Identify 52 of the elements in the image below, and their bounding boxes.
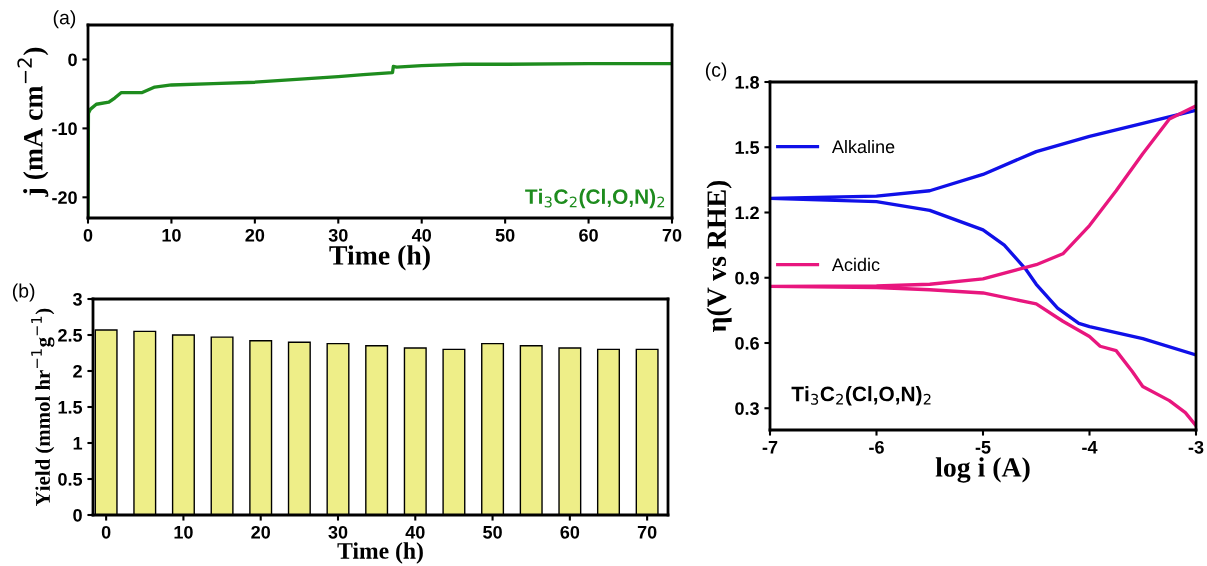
x-tick-label: 70 — [662, 228, 682, 242]
line-series — [770, 108, 1196, 357]
text: (c) — [705, 62, 727, 81]
line-series — [770, 104, 1196, 428]
x-tick-label: -6 — [869, 440, 884, 454]
y-tick-label: 1.5 — [735, 141, 760, 154]
annotation: Ti$_{3}$C$_{2}$(Cl,O,N)$_{2}$ — [791, 386, 931, 406]
y-axis-title: j (mA cm$^{−2}$) — [17, 47, 49, 197]
x-tick-label: 10 — [162, 228, 181, 242]
x-tick-label: 60 — [560, 525, 580, 539]
y-tick-label: 2 — [73, 364, 82, 378]
y-tick-label: 1.5 — [58, 401, 83, 414]
y-tick-label: -20 — [52, 191, 77, 205]
x-tick-label: -3 — [1188, 440, 1204, 454]
text: (b) — [12, 283, 35, 302]
y-axis-title: η(V vs RHE) — [706, 180, 732, 332]
y-tick-label: 0 — [73, 508, 82, 522]
text: Ti$_{3}$C$_{2}$(Cl,O,N)$_{2}$ — [525, 188, 665, 209]
x-tick-label: 50 — [495, 228, 515, 242]
x-tick-label: 20 — [251, 525, 271, 539]
y-tick-label: 0.9 — [735, 271, 759, 285]
y-axis-title: Yield (mmol hr$^{−1}$g$^{−1}$) — [31, 308, 55, 506]
x-tick-label: 0 — [101, 525, 111, 539]
y-tick-label: 0.6 — [735, 336, 759, 350]
x-tick-label: -4 — [1082, 441, 1098, 454]
x-tick-label: 70 — [637, 525, 657, 539]
x-tick-label: -5 — [975, 441, 991, 454]
y-tick-label: 1 — [73, 437, 83, 450]
x-tick-label: 30 — [328, 228, 348, 242]
y-tick-label: 0.5 — [58, 472, 83, 486]
text: (a) — [53, 10, 76, 29]
x-axis-title: Time (h) — [337, 542, 423, 564]
x-tick-label: 60 — [579, 228, 598, 242]
legend-label: Acidic — [831, 257, 880, 272]
x-tick-label: 10 — [174, 525, 193, 539]
x-tick-label: -7 — [762, 441, 778, 454]
x-tick-label: 0 — [83, 228, 93, 242]
y-tick-label: -10 — [52, 122, 77, 136]
y-tick-label: 0 — [68, 53, 77, 67]
y-tick-label: 3 — [72, 292, 82, 306]
x-axis-title: Time (h) — [329, 245, 430, 271]
x-tick-label: 40 — [405, 525, 425, 539]
y-tick-label: 2.5 — [58, 328, 83, 342]
x-tick-label: 20 — [245, 228, 265, 242]
x-axis-title: log i (A) — [935, 457, 1030, 483]
x-tick-label: 50 — [483, 525, 502, 539]
y-tick-label: 1.8 — [735, 75, 760, 89]
y-tick-label: 1.2 — [735, 206, 759, 220]
x-tick-label: 30 — [328, 525, 348, 539]
legend-label: Alkaline — [831, 139, 895, 154]
y-tick-label: 0.3 — [735, 402, 759, 415]
x-tick-label: 40 — [411, 228, 432, 242]
